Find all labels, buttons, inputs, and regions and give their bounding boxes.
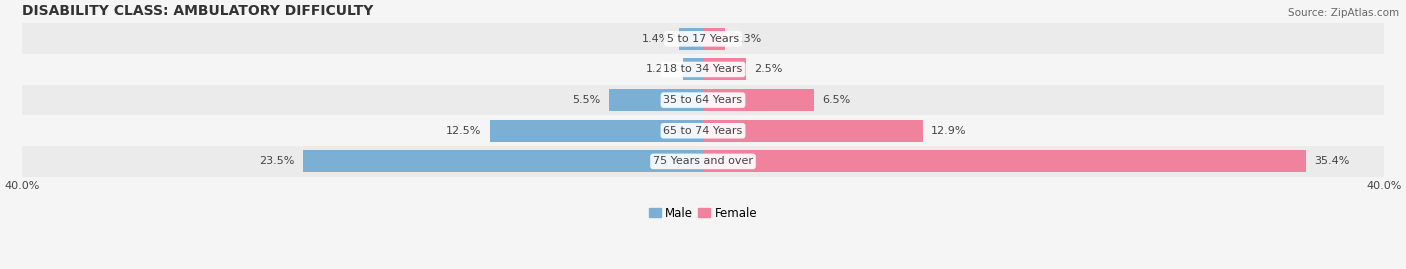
Text: 6.5%: 6.5% xyxy=(823,95,851,105)
Text: 1.2%: 1.2% xyxy=(645,65,673,75)
Text: 12.9%: 12.9% xyxy=(931,126,967,136)
Bar xyxy=(22,23,1384,54)
Text: 75 Years and over: 75 Years and over xyxy=(652,156,754,167)
Bar xyxy=(22,54,1384,85)
Bar xyxy=(703,150,1306,172)
Bar xyxy=(22,146,1384,177)
Text: 5 to 17 Years: 5 to 17 Years xyxy=(666,34,740,44)
Text: 2.5%: 2.5% xyxy=(754,65,783,75)
Legend: Male, Female: Male, Female xyxy=(644,202,762,224)
Text: 1.3%: 1.3% xyxy=(734,34,762,44)
Text: Source: ZipAtlas.com: Source: ZipAtlas.com xyxy=(1288,8,1399,18)
Bar xyxy=(703,120,922,142)
Text: DISABILITY CLASS: AMBULATORY DIFFICULTY: DISABILITY CLASS: AMBULATORY DIFFICULTY xyxy=(22,4,373,18)
Bar xyxy=(491,120,703,142)
Bar xyxy=(22,85,1384,115)
Text: 23.5%: 23.5% xyxy=(259,156,294,167)
Text: 12.5%: 12.5% xyxy=(446,126,482,136)
Bar xyxy=(703,89,814,111)
Bar xyxy=(703,58,745,80)
Bar xyxy=(302,150,703,172)
Bar xyxy=(679,28,703,50)
Bar xyxy=(682,58,703,80)
Text: 18 to 34 Years: 18 to 34 Years xyxy=(664,65,742,75)
Bar xyxy=(22,115,1384,146)
Text: 5.5%: 5.5% xyxy=(572,95,600,105)
Text: 1.4%: 1.4% xyxy=(643,34,671,44)
Bar xyxy=(703,28,725,50)
Text: 35.4%: 35.4% xyxy=(1315,156,1350,167)
Text: 65 to 74 Years: 65 to 74 Years xyxy=(664,126,742,136)
Text: 35 to 64 Years: 35 to 64 Years xyxy=(664,95,742,105)
Bar xyxy=(609,89,703,111)
